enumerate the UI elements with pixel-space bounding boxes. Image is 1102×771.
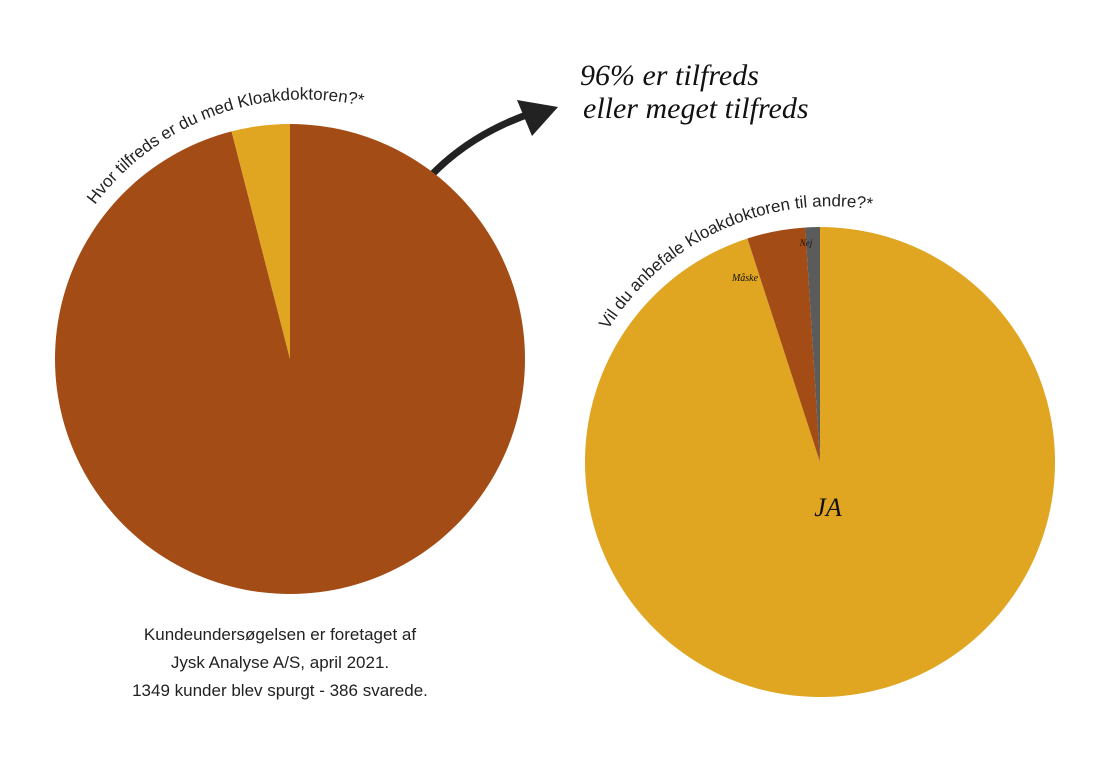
note: Jysk Analyse A/S, april 2021.: [171, 653, 389, 672]
annotation: eller meget tilfreds: [583, 92, 809, 125]
arrow-head: [517, 100, 558, 136]
pie-slice: [747, 227, 820, 462]
note: Kundeundersøgelsen er foretaget af: [144, 625, 416, 644]
pie-slice: [231, 124, 290, 359]
slice-label: Måske: [731, 273, 759, 284]
slice-label: JA: [814, 493, 842, 522]
annotation: 96% er tilfreds: [580, 59, 759, 92]
note: 1349 kunder blev spurgt - 386 svarede.: [132, 681, 428, 700]
pie-slice: [805, 227, 820, 462]
slice-label: Nej: [799, 238, 813, 248]
